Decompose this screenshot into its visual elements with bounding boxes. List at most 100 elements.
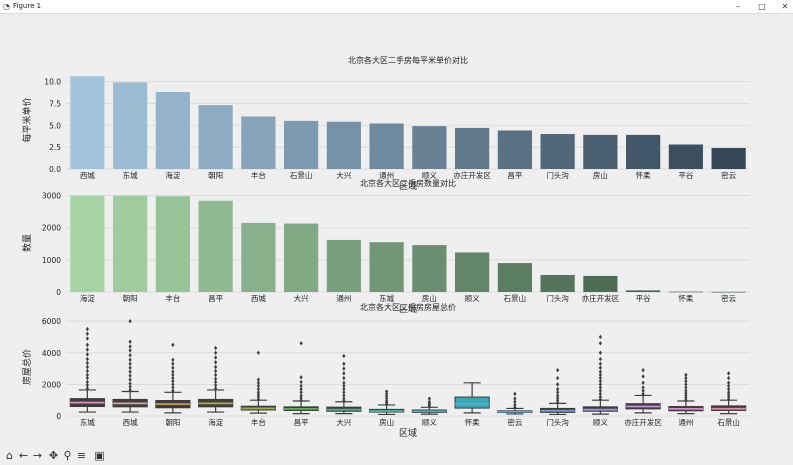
outlier-point [171,375,175,381]
window-title: Figure 1 [13,2,42,10]
outlier-point [598,361,602,367]
x-tick-label: 西城 [251,294,266,303]
x-tick-label: 亦庄开发区 [582,293,620,303]
outlier-point [171,388,175,393]
x-tick-label: 顺义 [422,418,437,427]
bar [711,148,746,169]
outlier-point [598,341,602,346]
box-plot [369,389,405,416]
outlier-point [684,397,688,403]
box-plot [582,334,618,415]
outlier-point [727,375,731,381]
outlier-point [256,390,260,395]
box-plot [540,367,576,416]
bar [369,123,404,169]
outlier-point [641,380,645,386]
outlier-point [598,375,602,381]
bar [241,222,276,292]
close-button[interactable]: ✕ [781,2,789,11]
bar [412,245,447,292]
home-icon[interactable]: ⌂ [6,449,13,462]
configure-subplots-icon[interactable]: ≡ [76,449,87,462]
bar [583,134,618,169]
outlier-point [641,367,645,373]
outlier-point [128,348,132,353]
x-tick-label: 平谷 [636,294,651,303]
y-tick-label: 5.0 [49,121,61,130]
outlier-point [598,391,602,397]
outlier-point [85,342,89,348]
box-plot [411,396,447,415]
bar [326,121,361,169]
outlier-point [342,386,346,392]
outlier-point [556,397,560,403]
outlier-point [214,382,218,388]
outlier-point [171,357,175,363]
x-tick-label: 密云 [721,293,736,303]
bar [540,134,575,169]
outlier-point [598,385,602,390]
x-tick-label: 西城 [123,418,138,427]
outlier-point [299,386,303,392]
y-tick-label: 0 [56,412,61,421]
x-tick-label: 大兴 [294,293,309,303]
outlier-point [299,341,303,346]
outlier-point [727,392,731,397]
outlier-point [727,390,731,395]
y-tick-label: 4000 [42,349,61,358]
outlier-point [427,396,431,401]
outlier-point [214,379,218,385]
outlier-point [427,399,431,404]
x-tick-label: 海淀 [208,417,223,427]
back-arrow-icon[interactable]: ← [18,449,29,462]
x-tick-label: 东城 [80,417,95,427]
minimize-button[interactable]: – [736,2,740,11]
outlier-point [727,386,731,392]
bar [326,239,361,292]
outlier-point [727,397,731,402]
x-tick-label: 海淀 [80,293,95,303]
outlier-point [342,366,346,371]
zoom-icon[interactable]: ⚲ [63,449,72,462]
forward-arrow-icon[interactable]: → [32,449,43,462]
outlier-point [385,391,389,397]
outlier-point [513,399,517,404]
pan-icon[interactable]: ✥ [48,449,59,462]
outlier-point [598,397,602,402]
outlier-point [299,395,303,401]
bar [198,105,233,169]
y-tick-label: 0 [56,288,61,297]
outlier-point [684,385,688,390]
box-plot [112,318,148,413]
outlier-point [342,396,346,401]
outlier-point [85,375,89,381]
outlier-point [85,352,89,357]
outlier-point [684,372,688,378]
x-tick-label: 昌平 [507,171,522,180]
figure-icon: ◔ [3,2,10,11]
outlier-point [684,388,688,393]
outlier-point [128,365,132,370]
outlier-point [342,393,346,398]
bar [626,290,661,292]
outlier-point [556,382,560,387]
bar [70,195,105,292]
outlier-point [556,393,560,398]
save-icon[interactable]: ▣ [94,449,105,462]
outlier-point [641,385,645,390]
outlier-point [598,369,602,374]
x-tick-label: 昌平 [208,294,223,303]
outlier-point [641,374,645,379]
y-tick-label: 7.5 [49,99,61,108]
maximize-button[interactable]: □ [758,2,766,11]
bar [241,116,276,169]
outlier-point [85,368,89,374]
x-tick-label: 门头沟 [546,417,569,427]
outlier-point [214,368,218,374]
x-tick-label: 朝阳 [208,171,223,180]
outlier-point [128,373,132,378]
outlier-point [299,393,303,398]
